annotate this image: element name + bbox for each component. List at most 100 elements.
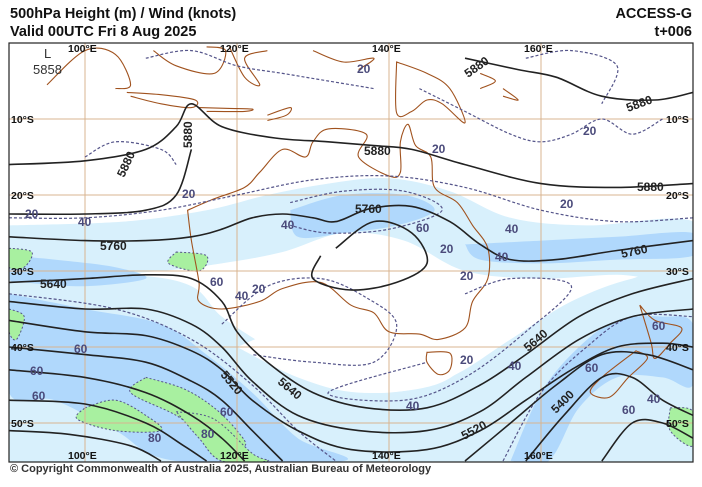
lon-label: 120°E bbox=[220, 450, 249, 462]
wind-label: 80 bbox=[201, 427, 215, 441]
wind-label: 60 bbox=[585, 361, 599, 375]
wind-60-plus-area bbox=[9, 247, 33, 270]
wind-label: 40 bbox=[406, 399, 420, 413]
height-label: 5760 bbox=[355, 202, 382, 216]
wind-label: 40 bbox=[78, 215, 92, 229]
coastline-segment bbox=[228, 46, 268, 87]
calm-area bbox=[237, 278, 406, 371]
wind-label: 60 bbox=[32, 389, 46, 403]
lat-label: 30°S bbox=[666, 266, 689, 278]
height-contour-line bbox=[464, 350, 693, 462]
coastline-segment bbox=[46, 47, 132, 90]
wind-label: 60 bbox=[210, 275, 224, 289]
isotach-line bbox=[9, 174, 693, 223]
height-contour-line bbox=[311, 220, 429, 291]
lon-label: 140°E bbox=[372, 450, 401, 462]
wind-label: 20 bbox=[357, 62, 371, 76]
lat-label: 40°S bbox=[11, 342, 34, 354]
wind-60-plus-area bbox=[668, 407, 693, 447]
height-contour-line bbox=[601, 418, 693, 462]
wind-label: 40 bbox=[235, 289, 249, 303]
coastline-segment bbox=[425, 351, 453, 376]
height-contour-line bbox=[525, 372, 693, 462]
height-contour-line bbox=[9, 346, 284, 462]
isotach-contours bbox=[9, 49, 693, 462]
wind-40-60-area bbox=[290, 193, 435, 239]
wind-label: 20 bbox=[583, 124, 597, 138]
wind-40-60-area bbox=[465, 232, 693, 264]
model-name: ACCESS-G bbox=[615, 6, 692, 22]
wind-label: 20 bbox=[460, 269, 474, 283]
wind-label: 20 bbox=[182, 187, 196, 201]
wind-label: 60 bbox=[622, 403, 636, 417]
lat-label: 40°S bbox=[666, 342, 689, 354]
coastline-segment bbox=[479, 72, 496, 90]
height-label: 5880 bbox=[364, 144, 391, 158]
wind-label: 20 bbox=[440, 242, 454, 256]
coastline-segment bbox=[198, 107, 254, 113]
height-contour-line bbox=[464, 57, 693, 101]
wind-label: 40 bbox=[495, 250, 509, 264]
height-contour-line bbox=[9, 102, 693, 189]
isotach-line bbox=[221, 277, 398, 366]
lon-label: 100°E bbox=[68, 450, 97, 462]
graticule bbox=[9, 43, 693, 462]
wind-label: 60 bbox=[416, 221, 430, 235]
wind-label: 60 bbox=[74, 342, 88, 356]
wind-label: 60 bbox=[30, 364, 44, 378]
wind-60-plus-area bbox=[9, 308, 25, 341]
wind-label: 60 bbox=[652, 319, 666, 333]
low-value: 5858 bbox=[33, 62, 62, 77]
wind-label: 20 bbox=[560, 197, 574, 211]
lon-label: 120°E bbox=[220, 43, 249, 55]
height-label: 5880 bbox=[637, 180, 664, 194]
lat-label: 30°S bbox=[11, 266, 34, 278]
lon-label: 160°E bbox=[524, 450, 553, 462]
lon-label: 160°E bbox=[524, 43, 553, 55]
wind-60-plus-area bbox=[174, 410, 270, 462]
wind-label: 80 bbox=[148, 431, 162, 445]
valid-time: Valid 00UTC Fri 8 Aug 2025 bbox=[10, 24, 197, 40]
lon-label: 100°E bbox=[68, 43, 97, 55]
lat-label: 50°S bbox=[666, 418, 689, 430]
wind-label: 60 bbox=[220, 405, 234, 419]
isotach-line bbox=[327, 277, 573, 402]
height-contour-line bbox=[9, 399, 208, 462]
height-contour-line bbox=[9, 429, 162, 462]
coastline-segment bbox=[267, 107, 293, 122]
height-contour-line bbox=[9, 369, 246, 462]
wind-label: 20 bbox=[252, 282, 266, 296]
height-contour-line bbox=[9, 273, 693, 411]
wind-label: 40 bbox=[508, 359, 522, 373]
wind-label: 20 bbox=[25, 207, 39, 221]
isotach-line bbox=[290, 188, 443, 234]
wind-shading bbox=[9, 178, 693, 462]
coastline-segment bbox=[153, 46, 227, 75]
wind-label: 20 bbox=[432, 142, 446, 156]
lat-label: 10°S bbox=[11, 114, 34, 126]
wind-40-60-area bbox=[9, 293, 348, 462]
wind-label: 40 bbox=[505, 222, 519, 236]
map-frame bbox=[8, 42, 694, 463]
lat-label: 50°S bbox=[11, 418, 34, 430]
coastline-segment bbox=[394, 61, 466, 124]
coastline-segment bbox=[187, 123, 491, 341]
lat-label: 20°S bbox=[11, 190, 34, 202]
height-contours bbox=[9, 57, 693, 462]
copyright-footer: © Copyright Commonwealth of Australia 20… bbox=[10, 463, 432, 475]
wind-label: 20 bbox=[460, 353, 474, 367]
coastline-segment bbox=[126, 91, 199, 109]
lat-label: 10°S bbox=[666, 114, 689, 126]
chart-title: 500hPa Height (m) / Wind (knots) bbox=[10, 6, 237, 22]
lon-label: 140°E bbox=[372, 43, 401, 55]
wind-60-plus-area bbox=[167, 251, 209, 272]
lat-label: 20°S bbox=[666, 190, 689, 202]
coastline-segment bbox=[312, 50, 375, 71]
height-contour-line bbox=[9, 204, 693, 262]
wind-label: 40 bbox=[281, 218, 295, 232]
isotach-line bbox=[145, 49, 374, 90]
isotach-line bbox=[419, 88, 663, 143]
wind-40-60-area bbox=[510, 316, 693, 462]
height-label: 5880 bbox=[181, 121, 195, 148]
